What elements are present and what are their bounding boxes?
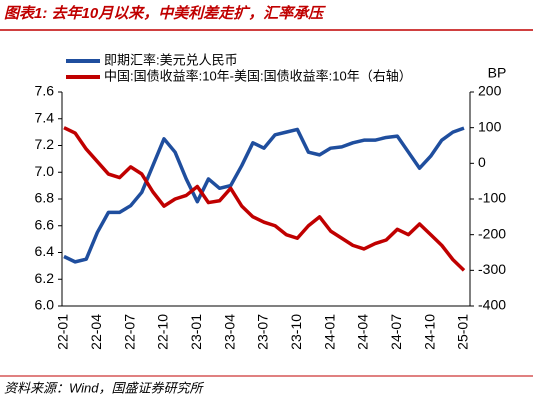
legend-label: 即期汇率:美元兑人民币 bbox=[104, 52, 238, 67]
y2-axis-label: BP bbox=[488, 65, 507, 81]
y-tick-label: 6.0 bbox=[35, 297, 55, 313]
y-tick-label: 7.2 bbox=[35, 136, 55, 152]
chart-title: 图表1: 去年10月以来，中美利差走扩，汇率承压 bbox=[4, 4, 326, 22]
y-tick-label: 6.8 bbox=[35, 190, 55, 206]
series-line bbox=[63, 126, 466, 272]
y-tick-label: 6.4 bbox=[35, 243, 55, 259]
y2-tick-label: -300 bbox=[478, 261, 506, 277]
x-tick-label: 24-10 bbox=[421, 314, 437, 350]
y-tick-label: 7.4 bbox=[35, 109, 55, 125]
x-tick-label: 22-04 bbox=[88, 314, 104, 350]
y2-tick-label: -200 bbox=[478, 225, 506, 241]
y-tick-label: 7.0 bbox=[35, 163, 55, 179]
x-tick-label: 22-07 bbox=[121, 314, 137, 350]
x-tick-label: 23-10 bbox=[288, 314, 304, 350]
y2-tick-label: -100 bbox=[478, 190, 506, 206]
x-tick-label: 25-01 bbox=[455, 314, 471, 350]
y-tick-label: 7.6 bbox=[35, 83, 55, 99]
x-tick-label: 24-07 bbox=[388, 314, 404, 350]
y2-tick-label: 200 bbox=[478, 83, 502, 99]
x-tick-label: 23-04 bbox=[221, 314, 237, 350]
y2-tick-label: -400 bbox=[478, 297, 506, 313]
y2-tick-label: 0 bbox=[478, 154, 486, 170]
x-tick-label: 22-10 bbox=[155, 314, 171, 350]
x-tick-label: 23-07 bbox=[255, 314, 271, 350]
x-tick-label: 22-01 bbox=[55, 314, 71, 350]
y-tick-label: 6.6 bbox=[35, 216, 55, 232]
source-note: 资料来源：Wind，国盛证券研究所 bbox=[4, 380, 205, 395]
y-tick-label: 6.2 bbox=[35, 270, 55, 286]
x-tick-label: 23-01 bbox=[188, 314, 204, 350]
x-tick-label: 24-04 bbox=[355, 314, 371, 350]
x-tick-label: 24-01 bbox=[321, 314, 337, 350]
series-line bbox=[63, 126, 465, 264]
y2-tick-label: 100 bbox=[478, 118, 502, 134]
legend-label: 中国:国债收益率:10年-美国:国债收益率:10年（右轴） bbox=[104, 68, 412, 83]
